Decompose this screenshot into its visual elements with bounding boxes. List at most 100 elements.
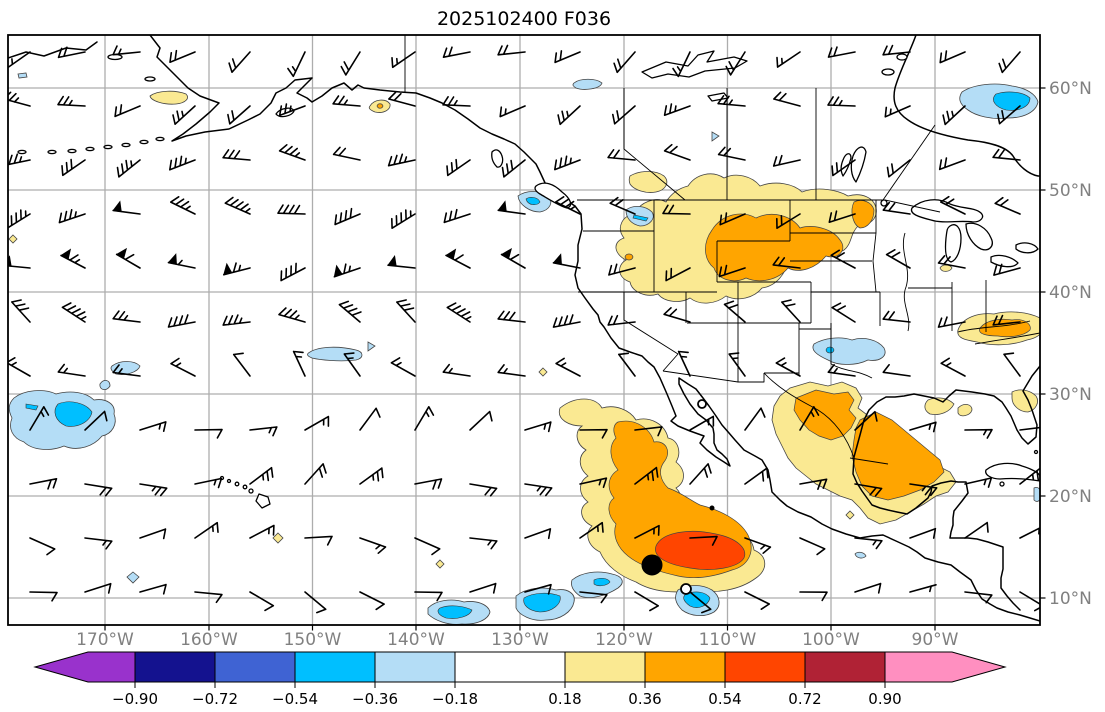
wind-barb-pennant [552,253,562,265]
lightblue-speck-florida [1033,487,1040,502]
marker-open-circle [680,583,692,595]
wind-barb [304,535,333,546]
wind-barb [443,208,471,224]
wind-barb [499,105,526,118]
anomaly-vancouver-core [525,197,541,205]
aleutian-2 [47,149,57,155]
wind-barb [388,91,416,107]
wind-barb [167,314,196,328]
wind-barb [469,582,497,594]
wind-barb [557,105,581,126]
wind-barb [882,364,911,377]
wind-barb [886,159,911,178]
wind-barb [8,209,31,229]
wind-barb [194,591,223,604]
wind-barb [194,428,223,439]
marker-filled-circle [641,554,663,576]
wind-barb-pennant [115,247,128,260]
wind-barb [554,155,581,171]
x-tick-110w: 110°W [699,630,757,650]
wind-barb [396,299,416,323]
wind-barb [232,352,251,377]
anomaly-itcz-c-core [593,577,611,587]
wind-barb [278,103,306,117]
x-tick-90w: 90°W [912,630,959,650]
wind-barb [391,51,416,69]
wind-barb [634,426,663,437]
wind-barb [717,95,746,107]
wind-barb [228,51,251,73]
wind-barb [607,149,636,161]
wind-barb [57,363,86,377]
wind-barb [772,154,801,167]
wind-barb [139,528,167,540]
cb-label-8: 0.72 [788,690,821,708]
wind-barb [112,364,141,377]
wind-barb [677,350,691,377]
wind-barb [414,478,443,490]
wind-barb [497,364,526,377]
wind-barb [469,537,498,550]
anomaly-plains-west-dot [624,253,634,261]
wind-barb [359,591,385,611]
wind-barb [249,524,275,539]
wind-barb [414,591,443,602]
anomaly-35n-tri [367,341,376,352]
x-tick-labels: 170°W 160°W 150°W 140°W 130°W 120°W 110°… [76,630,959,650]
wind-barb [114,104,141,118]
wind-barb [224,196,251,215]
cb-label-4: −0.18 [432,690,478,708]
colorbar-segment-deepskyblue [294,651,376,683]
aleutian-8 [155,136,165,142]
wind-barb [772,256,801,269]
wind-barb [552,314,581,328]
wind-barb [555,196,581,215]
wind-barb [885,249,911,269]
wind-barb [689,463,712,485]
x-tick-170w: 170°W [76,630,134,650]
wind-barb [554,50,581,64]
anomaly-gulf-coast-a [924,397,955,415]
colorbar-segment-royalblue [214,651,296,683]
colorbar-segment-orange [644,651,726,683]
wind-barb [249,426,278,437]
haida-gwaii [491,149,504,168]
wind-barb [11,299,31,323]
wind-barb [689,415,715,431]
anomaly-mexico-core-east [851,411,945,501]
wind-barb [332,146,361,161]
colorbar-segment-lightblue [374,651,456,683]
wind-barb [781,299,801,323]
wind-barb [608,263,636,276]
cb-label-2: −0.54 [272,690,318,708]
wind-barb [222,149,251,161]
lightblue-speck-tehuantepec [854,551,867,559]
x-tick-120w: 120°W [595,630,653,650]
wind-barb [992,148,1021,161]
lightblue-diamond [126,571,140,584]
axis-ticks [104,87,1046,631]
marker-open-circle [697,399,707,409]
wind-barb [29,591,58,602]
khaki-diamond-1 [538,367,548,377]
wind-barb [61,302,87,323]
shaded-positive-orangered [655,530,746,570]
wind-barb [964,477,993,488]
x-tick-160w: 160°W [180,630,238,650]
wind-barb [719,212,746,226]
lake-winnipeg [850,146,867,183]
wind-barb [938,157,966,171]
lake-winnipegosis [840,153,852,177]
aleutian-6 [121,142,131,148]
anomaly-hudson-core [993,91,1031,111]
wind-barb [139,421,167,432]
cuba [985,462,1040,482]
y-tick-20n: 20°N [1049,487,1092,507]
wind-barb [84,537,113,550]
x-tick-130w: 130°W [491,630,549,650]
lakes-islands [17,50,1040,509]
wind-barb [116,159,141,178]
wind-barb [8,153,31,166]
coastline-pacific [149,35,1040,622]
